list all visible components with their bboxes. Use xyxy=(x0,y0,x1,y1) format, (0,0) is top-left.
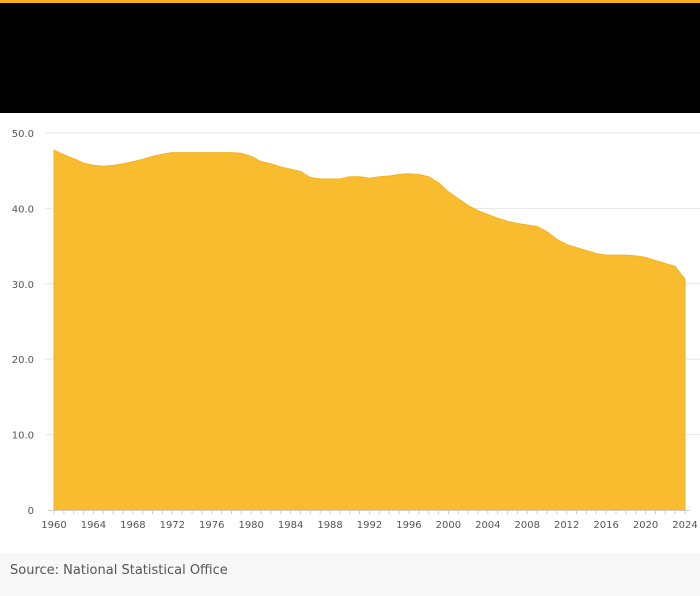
x-tick-label: 1972 xyxy=(160,520,185,531)
y-tick-label: 40.0 xyxy=(12,204,34,215)
x-tick-label: 2004 xyxy=(475,520,500,531)
source-note: Source: National Statistical Office xyxy=(10,563,228,578)
x-tick-label: 1988 xyxy=(317,520,342,531)
x-tick-label: 2024 xyxy=(672,520,697,531)
x-tick-label: 2020 xyxy=(633,520,658,531)
x-tick-label: 1960 xyxy=(41,520,66,531)
x-tick-label: 2008 xyxy=(515,520,540,531)
x-tick-label: 1996 xyxy=(396,520,421,531)
area-series xyxy=(53,149,686,511)
x-tick-label: 1992 xyxy=(357,520,382,531)
y-tick-label: 50.0 xyxy=(12,129,34,140)
x-tick-label: 2012 xyxy=(554,520,579,531)
area-chart: 0 10.0 20.0 30.0 40.0 50.0 1960 1964 1968 1972 197… xyxy=(0,113,700,553)
chart-svg: 0 10.0 20.0 30.0 40.0 50.0 1960 1964 1968 1972 197… xyxy=(12,129,700,531)
x-tick-label: 1964 xyxy=(81,520,106,531)
y-tick-label: 0 xyxy=(28,506,34,517)
header-banner xyxy=(0,0,700,113)
x-tick-label: 1984 xyxy=(278,520,303,531)
y-tick-label: 20.0 xyxy=(12,355,34,366)
y-tick-label: 10.0 xyxy=(12,431,34,442)
y-tick-label: 30.0 xyxy=(12,280,34,291)
x-tick-label: 2016 xyxy=(593,520,618,531)
x-tick-label: 1976 xyxy=(199,520,224,531)
x-tick-label: 1980 xyxy=(238,520,263,531)
x-tick-label: 1968 xyxy=(120,520,145,531)
x-tick-label: 2000 xyxy=(436,520,461,531)
